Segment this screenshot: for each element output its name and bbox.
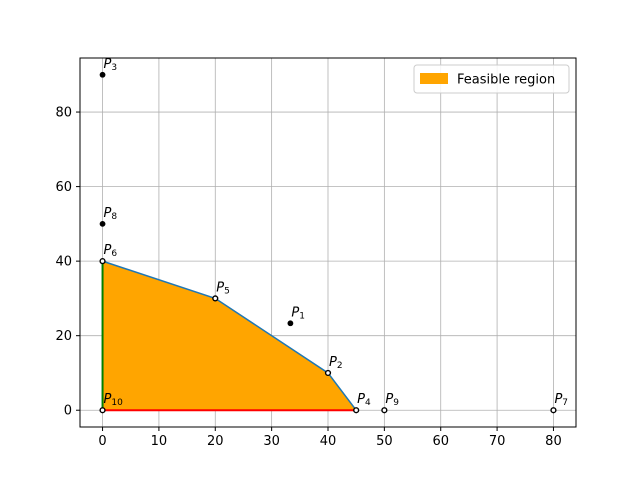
point-label: P6 bbox=[104, 243, 118, 259]
point-label: P7 bbox=[554, 392, 568, 408]
point-label-subscript: 2 bbox=[337, 361, 343, 371]
point-marker bbox=[99, 220, 106, 227]
x-tick-label: 10 bbox=[151, 434, 168, 449]
x-tick-label: 40 bbox=[320, 434, 337, 449]
point-marker bbox=[353, 407, 360, 414]
point-label: P9 bbox=[385, 392, 399, 408]
y-tick-label: 40 bbox=[55, 255, 72, 270]
y-tick-label: 80 bbox=[55, 106, 72, 121]
point-marker bbox=[99, 258, 106, 265]
x-tick-label: 60 bbox=[432, 434, 449, 449]
feasible-region-layer bbox=[102, 260, 357, 411]
point-label-subscript: 1 bbox=[299, 311, 305, 321]
point-label: P3 bbox=[104, 57, 118, 73]
y-tick-label: 20 bbox=[55, 329, 72, 344]
point-label: P8 bbox=[104, 206, 118, 222]
point-label: P1 bbox=[291, 305, 305, 321]
ticks-layer: 0 10 20 30 40 50 60 70 80 0 20 40 60 80 bbox=[55, 106, 561, 449]
point-marker bbox=[381, 407, 388, 414]
point-label: P4 bbox=[357, 392, 371, 408]
point-marker bbox=[99, 407, 106, 414]
constraint-lines-layer bbox=[101, 261, 357, 412]
x-tick-label: 30 bbox=[263, 434, 280, 449]
point-label: P2 bbox=[329, 355, 343, 371]
point-marker bbox=[324, 369, 332, 377]
point-label-subscript: 9 bbox=[393, 398, 399, 408]
point-label-subscript: 3 bbox=[111, 63, 117, 73]
legend-swatch bbox=[420, 73, 448, 84]
x-tick-label: 0 bbox=[98, 434, 106, 449]
point-label: P5 bbox=[216, 280, 230, 296]
legend-box bbox=[413, 64, 570, 94]
point-label-subscript: 10 bbox=[111, 398, 123, 408]
point-label-subscript: 4 bbox=[365, 398, 371, 408]
x-tick-label: 80 bbox=[545, 434, 562, 449]
point-marker bbox=[99, 71, 106, 78]
point-marker bbox=[287, 320, 294, 327]
feasible-region-fill bbox=[102, 261, 357, 411]
point-marker bbox=[550, 407, 557, 414]
point-marker bbox=[212, 295, 219, 302]
point-label-subscript: 8 bbox=[111, 212, 117, 222]
legend: Feasible region bbox=[413, 64, 570, 94]
feasible-region-boundary bbox=[102, 260, 357, 411]
x-tick-label: 20 bbox=[207, 434, 224, 449]
point-label-subscript: 5 bbox=[224, 286, 230, 296]
x-tick-label: 50 bbox=[376, 434, 393, 449]
y-tick-label: 0 bbox=[64, 404, 72, 419]
legend-label: Feasible region bbox=[457, 73, 555, 88]
point-label-subscript: 7 bbox=[562, 398, 568, 408]
x-tick-label: 70 bbox=[489, 434, 506, 449]
point-label-subscript: 6 bbox=[111, 249, 117, 259]
y-tick-label: 60 bbox=[55, 180, 72, 195]
